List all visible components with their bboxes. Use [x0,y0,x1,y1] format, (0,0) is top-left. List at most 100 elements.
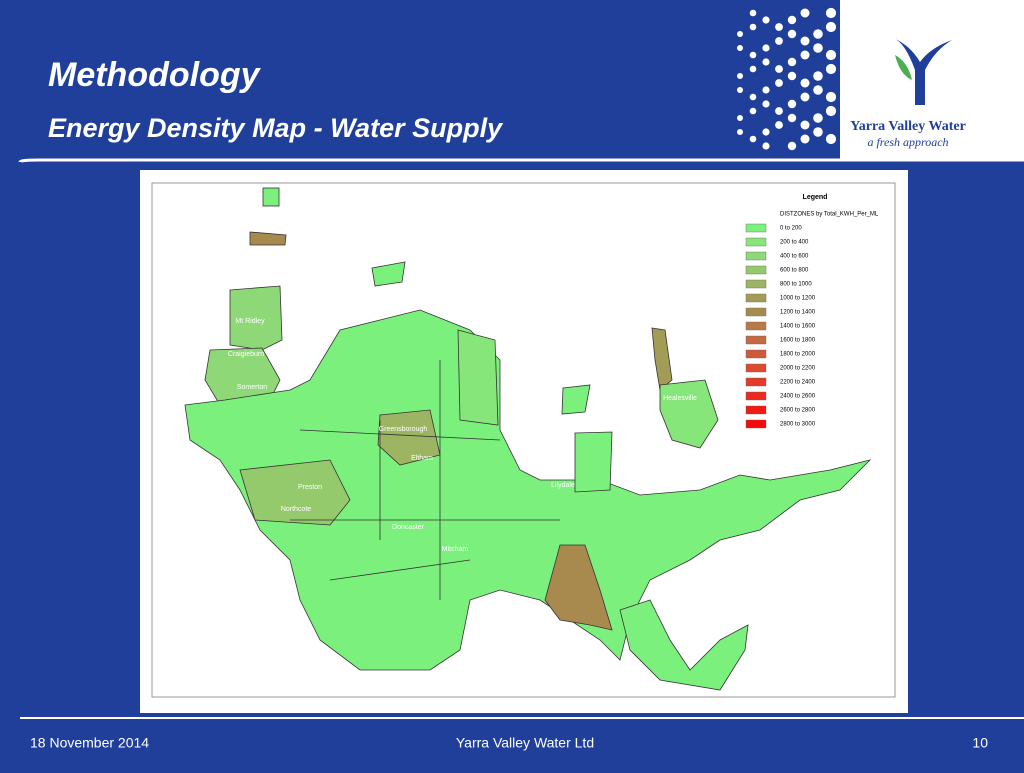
dot [749,93,757,101]
dot [749,23,757,31]
dot [762,44,770,52]
legend-label: 0 to 200 [780,226,802,232]
dot [737,45,743,51]
dot [787,141,797,151]
place-label: Northcote [281,506,311,513]
dot [737,129,743,135]
legend-swatch [745,307,767,317]
dot [787,113,797,123]
dot [825,105,837,117]
place-label: Greensborough [379,426,428,433]
place-label: Preston [298,484,322,491]
dot [775,37,783,45]
legend-label: 1000 to 1200 [780,296,816,302]
dot [749,51,757,59]
dot [787,99,797,109]
legend-label: 1200 to 1400 [780,310,816,316]
legend-swatch [745,363,767,373]
place-label: Mt Ridley [235,318,265,325]
dot [775,65,783,73]
logo-name: Yarra Valley Water [850,119,966,134]
dot [749,65,757,73]
dot [787,57,797,67]
legend-swatch [745,237,767,247]
place-label: Craigieburn [228,351,264,358]
dot [825,49,837,61]
dot [749,135,757,143]
legend-label: 1600 to 1800 [780,338,816,344]
legend-label: 200 to 400 [780,240,809,246]
footer-page: 10 [972,735,988,751]
dot [825,7,837,19]
legend-label: 800 to 1000 [780,282,812,288]
dot [737,31,743,37]
dot [775,121,783,129]
legend-swatch [745,251,767,261]
dot [800,78,810,88]
legend-swatch [745,391,767,401]
dot [800,120,810,130]
dot [800,36,810,46]
place-label: Doncaster [392,524,425,531]
dot [813,43,823,53]
legend-title: Legend [803,194,828,201]
legend-swatch [745,377,767,387]
dot [737,87,743,93]
dot [813,71,823,81]
place-label: Lilydale [551,482,575,489]
dot [775,79,783,87]
dot [737,73,743,79]
dot [813,29,823,39]
dot [737,115,743,121]
map-regions [184,187,872,691]
legend-swatch [745,293,767,303]
dot [825,133,837,145]
dot [762,100,770,108]
dot [800,8,810,18]
legend: 0 to 200 200 to 400 400 to 600 600 to 800 80… [745,223,816,429]
place-label: Somerton [237,384,267,391]
legend-label: 1400 to 1600 [780,324,816,330]
footer-company: Yarra Valley Water Ltd [456,735,594,751]
legend-label: 2800 to 3000 [780,422,816,428]
legend-swatch [745,335,767,345]
dot [813,113,823,123]
dot [762,86,770,94]
dot [762,58,770,66]
legend-swatch [745,265,767,275]
legend-label: 2000 to 2200 [780,366,816,372]
dot-pattern [737,7,837,151]
subtitle: Energy Density Map - Water Supply [48,113,504,143]
dot [800,134,810,144]
place-label: Eltham [411,455,433,462]
dot [749,9,757,17]
dot [762,142,770,150]
dot [825,63,837,75]
legend-label: 400 to 600 [780,254,809,260]
logo-panel [840,0,1024,160]
dot [813,127,823,137]
place-label: Healesville [663,395,697,402]
dot [825,91,837,103]
legend-label: 1800 to 2000 [780,352,816,358]
dot [775,23,783,31]
legend-label: 2600 to 2800 [780,408,816,414]
legend-swatch [745,419,767,429]
dot [762,16,770,24]
place-labels: Mt Ridley Craigieburn Somerton Greensboroug… [228,318,697,553]
dot [762,128,770,136]
legend-swatch [745,349,767,359]
header-rule [18,158,1024,163]
dot [749,107,757,115]
dot [800,92,810,102]
legend-label: 600 to 800 [780,268,809,274]
legend-swatch [745,223,767,233]
dot [787,71,797,81]
footer-date: 18 November 2014 [30,735,149,751]
dot [775,107,783,115]
title: Methodology [48,56,262,94]
logo-mark [893,38,952,105]
dot [825,21,837,33]
legend-swatch [745,405,767,415]
